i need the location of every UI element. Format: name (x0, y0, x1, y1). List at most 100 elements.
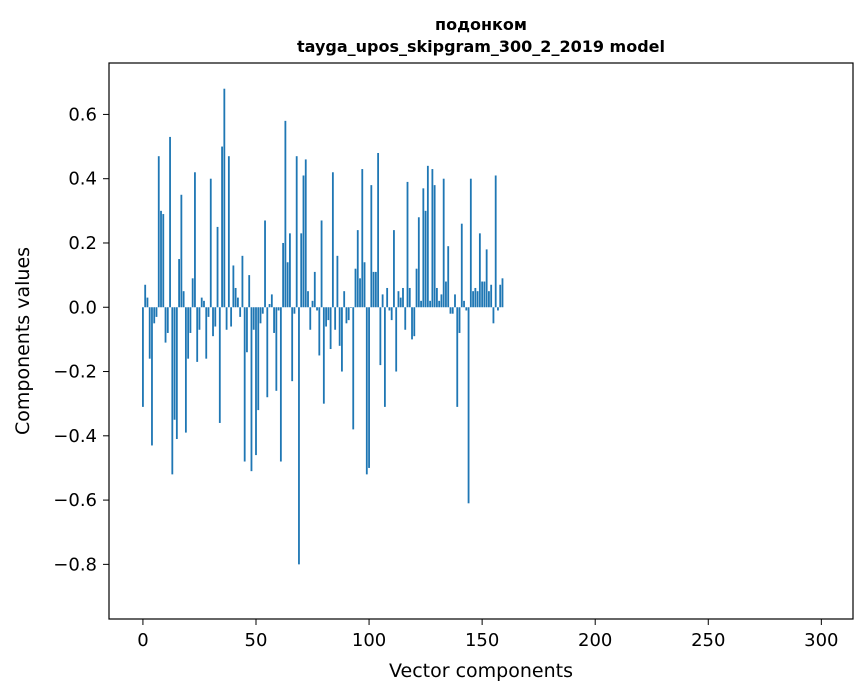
bar (250, 307, 253, 472)
bar (347, 307, 350, 321)
bar (390, 307, 393, 321)
bar (142, 307, 144, 407)
bar (246, 307, 248, 353)
bar (221, 146, 223, 308)
bar (429, 300, 432, 308)
bar (365, 307, 368, 475)
bar (359, 278, 361, 308)
bar (169, 136, 171, 308)
bar (327, 307, 330, 321)
bar (257, 307, 260, 411)
bar (499, 284, 502, 308)
bar (442, 178, 445, 308)
bar (162, 214, 165, 308)
bar (184, 307, 187, 433)
y-tick-label: −0.2 (53, 362, 97, 383)
bar (325, 307, 327, 327)
bar (345, 307, 348, 324)
bar (298, 307, 300, 565)
x-tick-label: 100 (352, 630, 386, 651)
bar (501, 278, 504, 308)
bar (363, 262, 366, 308)
bar (476, 291, 479, 308)
bar (200, 297, 203, 308)
bar (275, 307, 278, 391)
bar (370, 185, 373, 308)
bar (241, 255, 244, 308)
bar (447, 246, 450, 308)
bar (198, 307, 201, 330)
bar (483, 281, 486, 308)
bar (451, 307, 454, 314)
bar (264, 220, 266, 308)
bar (488, 291, 490, 308)
bar-series (142, 88, 504, 565)
bar (266, 307, 269, 398)
bar (282, 242, 285, 308)
bar (454, 294, 456, 308)
bar (449, 307, 452, 314)
y-tick-label: −0.8 (53, 554, 97, 575)
bar (377, 152, 380, 308)
bar (178, 259, 181, 308)
bar (237, 297, 239, 308)
bar (408, 287, 411, 308)
bar (270, 294, 273, 308)
bar (153, 307, 156, 324)
bar (426, 165, 429, 308)
bar (212, 307, 214, 337)
bar (411, 307, 413, 340)
bar (406, 181, 409, 308)
bar (232, 265, 235, 308)
bar (336, 255, 339, 308)
bar (497, 307, 499, 311)
y-axis-ticks: −0.8 −0.6 −0.4 −0.2 0.0 0.2 0.4 0.6 (53, 104, 109, 575)
bar (307, 291, 309, 308)
bar (485, 249, 488, 308)
bar (440, 294, 443, 308)
bar (438, 300, 441, 308)
bar (191, 278, 194, 308)
bar (415, 268, 418, 308)
bar (490, 284, 493, 308)
bar (463, 300, 465, 308)
x-tick-label: 200 (578, 630, 612, 651)
bar (372, 271, 375, 308)
y-tick-label: 0.4 (68, 169, 97, 190)
bar (422, 188, 425, 308)
bar (194, 172, 196, 308)
bar (404, 307, 407, 330)
bar (273, 307, 275, 333)
bar (381, 294, 384, 308)
bar (227, 156, 230, 308)
bar (209, 178, 212, 308)
x-tick-label: 150 (465, 630, 499, 651)
bar (295, 156, 298, 308)
bar (431, 169, 434, 308)
bar (354, 268, 357, 308)
bar (469, 178, 472, 308)
y-tick-label: 0.6 (68, 104, 97, 125)
bar (402, 287, 404, 308)
bar (302, 175, 305, 308)
bar (166, 307, 169, 333)
bar (334, 307, 337, 330)
bar (207, 307, 210, 317)
x-tick-label: 300 (804, 630, 838, 651)
x-tick-label: 50 (245, 630, 268, 651)
bar (277, 307, 280, 311)
bar (456, 307, 459, 407)
chart-title: подонком (435, 15, 527, 34)
bar (413, 307, 416, 337)
bar (341, 307, 343, 372)
bar (379, 307, 382, 366)
bar (182, 291, 185, 308)
bar (291, 307, 294, 382)
bar (155, 307, 158, 317)
bar (343, 291, 346, 308)
bar (146, 297, 149, 308)
bar (494, 175, 497, 308)
bar (180, 194, 183, 308)
bar (189, 307, 192, 333)
